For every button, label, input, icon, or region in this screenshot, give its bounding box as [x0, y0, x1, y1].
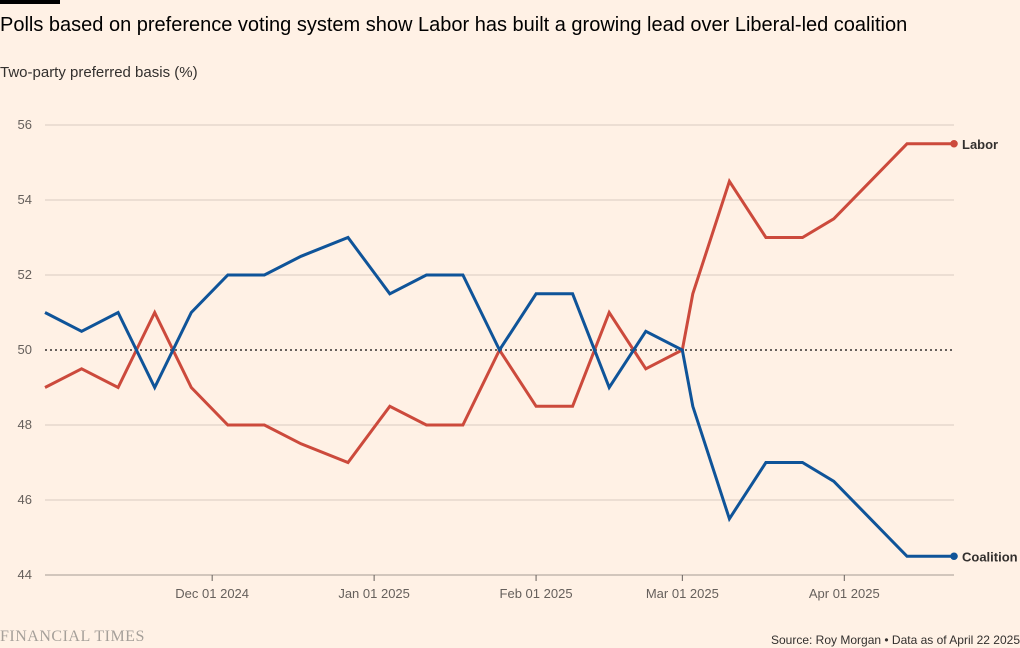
x-tick-label-3: Mar 01 2025	[646, 586, 719, 601]
x-tick-label-2: Feb 01 2025	[500, 586, 573, 601]
axis-layer: 44 46 48 50 52 54 56 Dec 01 2024 Jan 01 2025 Feb …	[18, 117, 880, 601]
ft-logo: FINANCIAL TIMES	[0, 628, 145, 645]
y-tick-label-54: 54	[18, 192, 32, 207]
y-tick-label-50: 50	[18, 342, 32, 357]
series-line-coalition	[44, 235, 954, 558]
y-tick-label-52: 52	[18, 267, 32, 282]
x-tick-label-0: Dec 01 2024	[175, 586, 249, 601]
grid-layer	[45, 124, 954, 576]
chart-title: Polls based on preference voting system …	[0, 14, 908, 36]
series-end-marker-labor	[950, 139, 958, 148]
y-tick-label-56: 56	[18, 117, 32, 132]
series-label-coalition: Coalition	[962, 549, 1018, 564]
source-note: Source: Roy Morgan • Data as of April 22…	[770, 633, 1020, 647]
series-end-marker-coalition	[950, 552, 958, 561]
series-line-labor	[44, 142, 954, 465]
y-tick-label-46: 46	[18, 492, 32, 507]
x-tick-label-1: Jan 01 2025	[338, 586, 410, 601]
ft-top-bar	[0, 0, 60, 4]
y-tick-label-48: 48	[18, 417, 32, 432]
series-label-labor: Labor	[962, 137, 998, 152]
x-tick-label-4: Apr 01 2025	[809, 586, 880, 601]
y-tick-label-44: 44	[18, 567, 32, 582]
series-layer	[44, 139, 958, 561]
chart-subtitle: Two-party preferred basis (%)	[0, 64, 198, 81]
label-layer: Labor Coalition	[962, 137, 1018, 565]
